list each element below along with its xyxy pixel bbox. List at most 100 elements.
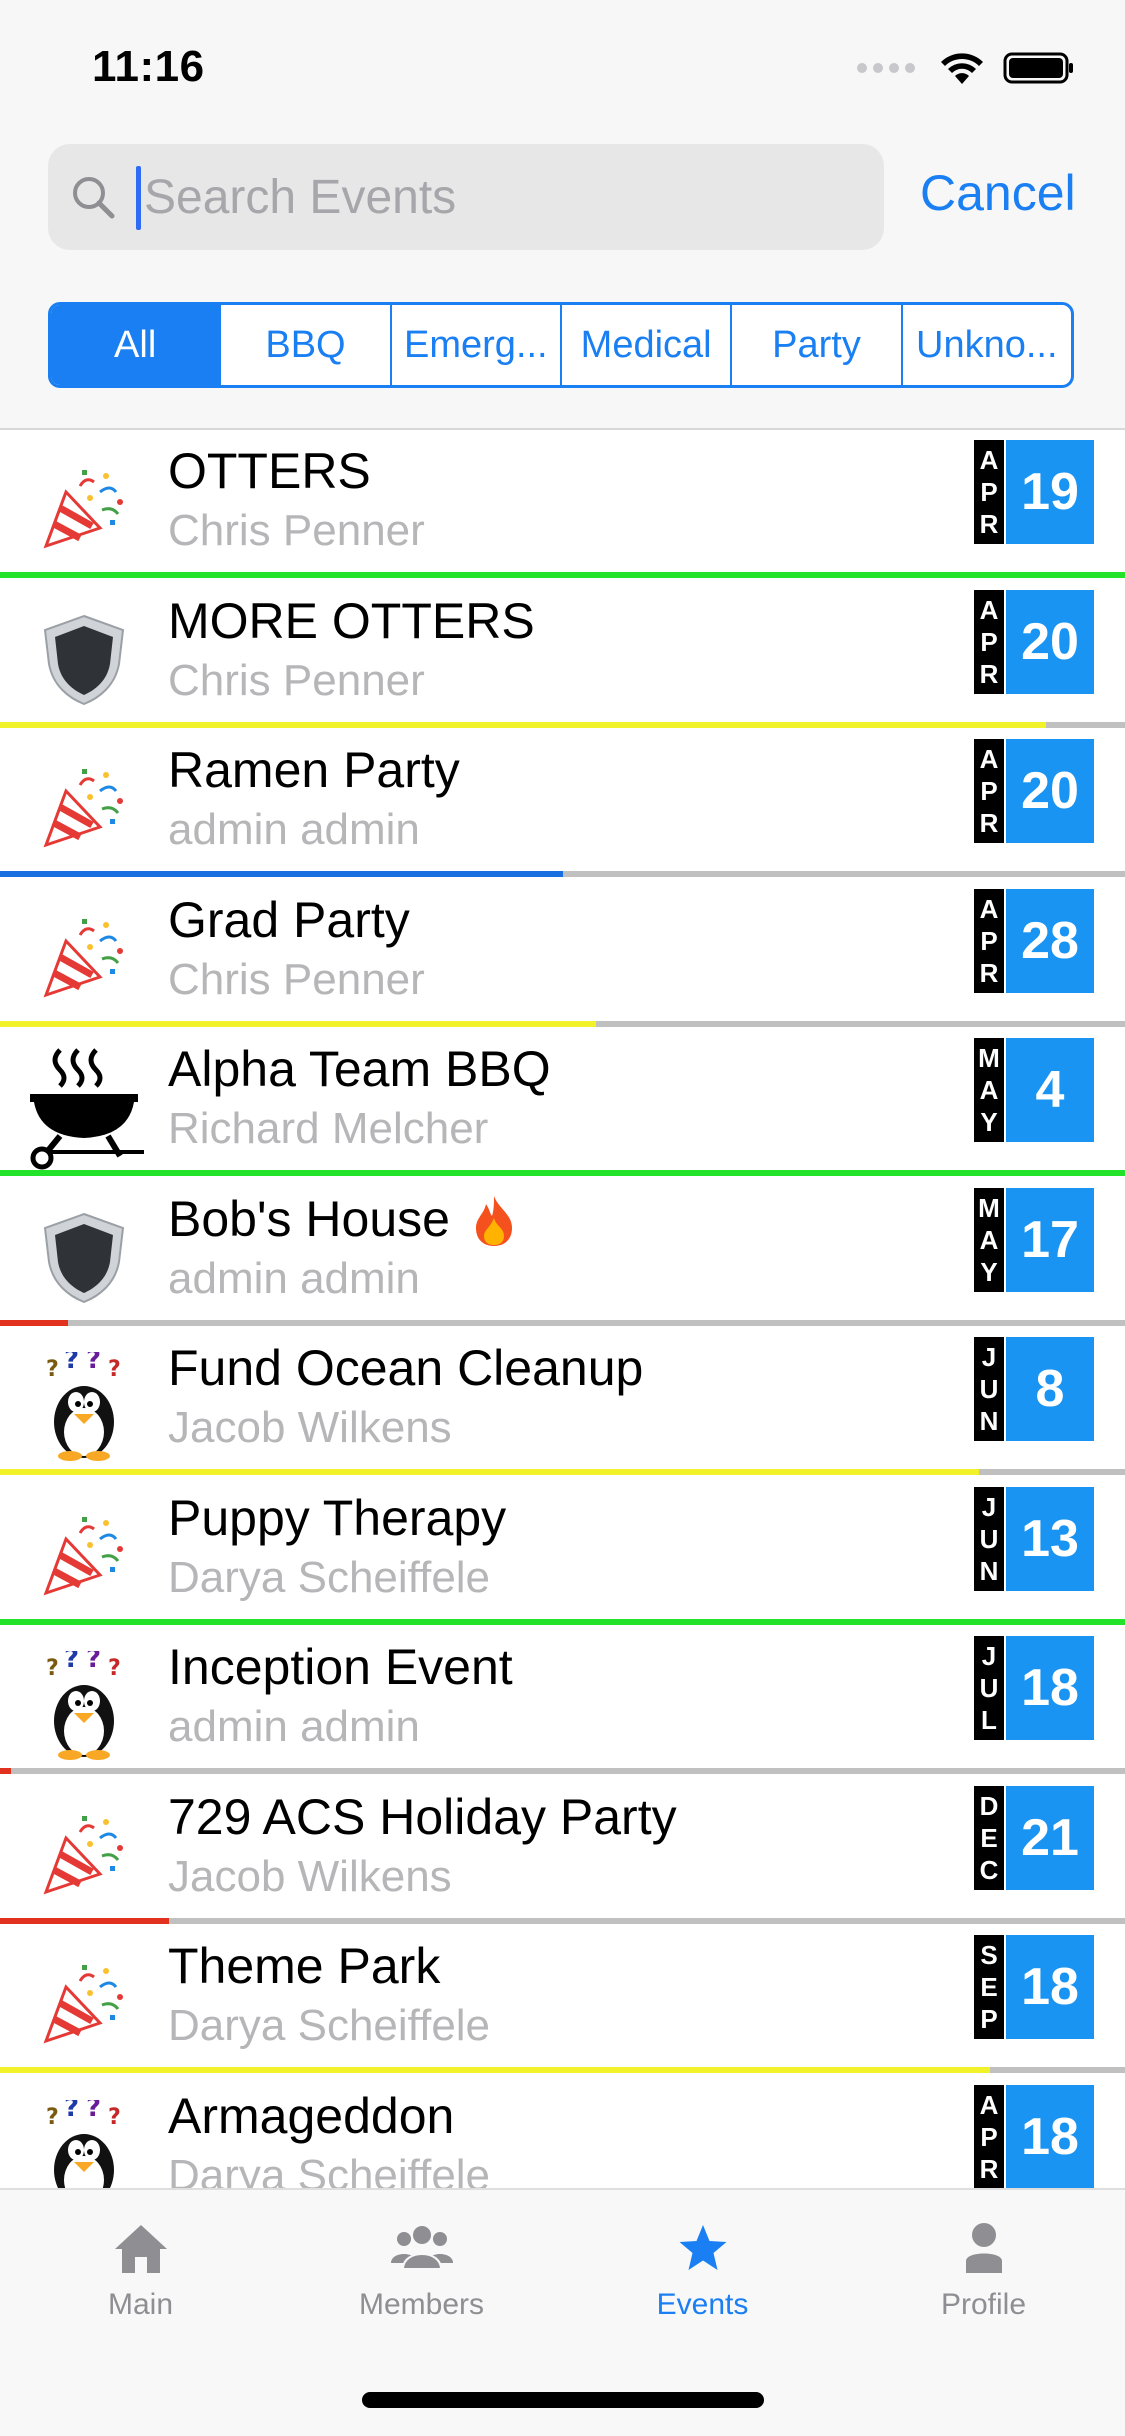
event-title: 729 ACS Holiday Party [168, 1789, 677, 1845]
event-day: 4 [1006, 1038, 1094, 1142]
event-day: 18 [1006, 1935, 1094, 2039]
event-day: 8 [1006, 1337, 1094, 1441]
svg-text:?: ? [64, 2100, 79, 2123]
tab-main[interactable]: Main [0, 2190, 281, 2350]
tab-main-label: Main [107, 2288, 174, 2321]
event-row[interactable]: Ramen Party admin admin A P R 20 [0, 729, 1125, 879]
tab-members[interactable]: Members [281, 2190, 562, 2350]
event-title: Bob's House [168, 1191, 450, 1247]
svg-text:?: ? [108, 2105, 121, 2130]
filter-emergency[interactable]: Emerg... [392, 305, 562, 385]
event-progress-fill [0, 1619, 1125, 1625]
filter-all[interactable]: All [51, 305, 222, 385]
event-title: Ramen Party [168, 742, 460, 798]
svg-text:?: ? [64, 1651, 79, 1674]
event-title: Puppy Therapy [168, 1490, 507, 1546]
event-row[interactable]: Alpha Team BBQ Richard Melcher M A Y 4 [0, 1028, 1125, 1178]
event-host: Jacob Wilkens [168, 1852, 452, 1901]
search-input[interactable] [144, 158, 844, 236]
event-title: Grad Party [168, 892, 410, 948]
cancel-button[interactable]: Cancel [920, 165, 1076, 221]
search-icon [73, 177, 115, 219]
event-row[interactable]: ???? Fund Ocean Cleanup Jacob Wilkens J U N 8 [0, 1327, 1125, 1477]
tab-profile[interactable]: Profile [843, 2190, 1124, 2350]
event-progress-track [0, 871, 1125, 877]
svg-text:?: ? [46, 1357, 59, 1382]
event-day: 17 [1006, 1188, 1094, 1292]
svg-text:?: ? [86, 1352, 101, 1375]
event-row[interactable]: Grad Party Chris Penner A P R 28 [0, 879, 1125, 1029]
search-row: Cancel [0, 140, 1125, 260]
event-host: Chris Penner [168, 656, 425, 705]
event-title: Alpha Team BBQ [168, 1041, 551, 1097]
event-progress-track [0, 572, 1125, 578]
tab-profile-label: Profile [940, 2288, 1027, 2321]
event-host: Darya Scheiffele [168, 2151, 491, 2188]
svg-text:?: ? [86, 2100, 101, 2123]
penguin-question-icon: ???? [20, 1642, 148, 1770]
party-popper-icon [20, 446, 148, 574]
list-divider [0, 428, 1125, 430]
event-row[interactable]: MORE OTTERS Chris Penner A P R 20 [0, 580, 1125, 730]
event-host: Darya Scheiffele [168, 2001, 491, 2050]
event-progress-fill [0, 1320, 68, 1326]
event-row[interactable]: ???? Inception Event admin admin J U L 18 [0, 1626, 1125, 1776]
event-host: admin admin [168, 805, 420, 854]
event-progress-fill [0, 2067, 990, 2073]
svg-text:?: ? [108, 1357, 121, 1382]
home-icon [111, 2216, 171, 2280]
shield-icon [20, 596, 148, 724]
filter-bbq[interactable]: BBQ [221, 305, 392, 385]
signal-dots-icon [857, 63, 915, 73]
party-popper-icon [20, 1941, 148, 2069]
filter-party[interactable]: Party [732, 305, 903, 385]
party-popper-icon [20, 895, 148, 1023]
event-progress-track [0, 1918, 1125, 1924]
event-row[interactable]: ???? Armageddon Darya Scheiffele A P R 18 [0, 2075, 1125, 2188]
event-day: 20 [1006, 590, 1094, 694]
svg-text:?: ? [46, 2105, 59, 2130]
event-title: Theme Park [168, 1938, 441, 1994]
status-bar: 11:16 [0, 0, 1125, 135]
filter-medical[interactable]: Medical [562, 305, 733, 385]
event-progress-track [0, 722, 1125, 728]
event-row[interactable]: Theme Park Darya Scheiffele S E P 18 [0, 1925, 1125, 2075]
event-progress-track [0, 1170, 1125, 1176]
event-row[interactable]: OTTERS Chris Penner A P R 19 [0, 430, 1125, 580]
event-day: 21 [1006, 1786, 1094, 1890]
event-progress-fill [0, 1021, 597, 1027]
party-popper-icon [20, 745, 148, 873]
home-indicator[interactable] [362, 2392, 764, 2408]
penguin-question-icon: ???? [20, 1343, 148, 1471]
battery-icon [1003, 52, 1073, 84]
penguin-question-icon: ???? [20, 2091, 148, 2188]
event-progress-track [0, 2067, 1125, 2073]
event-title: Inception Event [168, 1639, 513, 1695]
filter-unknown[interactable]: Unkno... [916, 323, 1058, 366]
event-day: 18 [1006, 2085, 1094, 2188]
tab-events-label: Events [656, 2288, 749, 2321]
status-icons [857, 50, 1075, 86]
search-box[interactable] [48, 144, 884, 250]
star-icon [677, 2216, 729, 2280]
event-row[interactable]: 729 ACS Holiday Party Jacob Wilkens D E C 21 [0, 1776, 1125, 1926]
grill-icon [20, 1044, 148, 1172]
event-day: 19 [1006, 440, 1094, 544]
event-progress-track [0, 1469, 1125, 1475]
event-day: 18 [1006, 1636, 1094, 1740]
members-icon [389, 2216, 455, 2280]
event-title: OTTERS [168, 443, 371, 499]
event-row[interactable]: Bob's House admin admin M A Y 17 [0, 1178, 1125, 1328]
event-row[interactable]: Puppy Therapy Darya Scheiffele J U N 13 [0, 1477, 1125, 1627]
event-host: admin admin [168, 1254, 420, 1303]
event-host: Chris Penner [168, 955, 425, 1004]
tab-events[interactable]: Events [562, 2190, 843, 2350]
